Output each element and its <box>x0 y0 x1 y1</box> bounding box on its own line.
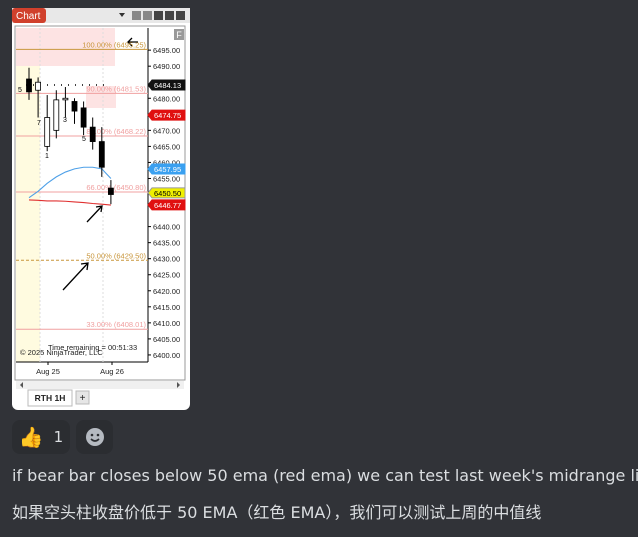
price-tag <box>147 187 186 199</box>
arrow <box>86 205 103 223</box>
title-tab <box>12 8 46 23</box>
dropdown[interactable] <box>119 13 125 17</box>
candle-body <box>26 78 32 93</box>
fib-label: 66.00% (6450.80) <box>86 183 146 192</box>
fib-label: 33.00% (6408.01) <box>86 320 146 329</box>
time-remaining: Time remaining = 00:51:33 <box>48 343 137 352</box>
arrow <box>127 37 138 47</box>
price-tag-label: 6474.75 <box>154 111 181 120</box>
smiley-icon <box>85 428 104 446</box>
y-tick-label: 6415.00 <box>153 303 180 312</box>
y-tick-label: 6400.00 <box>153 351 180 360</box>
y-tick-label: 6410.00 <box>153 319 180 328</box>
price-tag-label: 6446.77 <box>154 201 181 210</box>
price-tag-label: 6450.50 <box>154 189 181 198</box>
y-tick-label: 6495.00 <box>153 46 180 55</box>
f-label: F <box>176 30 182 40</box>
y-tick-label: 6460.00 <box>153 158 180 167</box>
price-tag-label: 6457.95 <box>154 165 181 174</box>
y-tick-label: 6405.00 <box>153 335 180 344</box>
scroll-right[interactable] <box>177 382 180 388</box>
bar-label: 5 <box>18 87 22 94</box>
session-shade <box>16 28 40 362</box>
reaction-emoji: 👍 <box>18 425 44 449</box>
win-btn[interactable] <box>154 11 163 20</box>
win-btn[interactable] <box>176 11 185 20</box>
price-tag <box>147 199 186 211</box>
fib-label: 90.00% (6481.53) <box>86 84 146 93</box>
y-tick-label: 6435.00 <box>153 239 180 248</box>
y-tick-label: 6490.00 <box>153 62 180 71</box>
y-tick-label: 6480.00 <box>153 94 180 103</box>
y-tick-label: 6440.00 <box>153 223 180 232</box>
add-reaction[interactable] <box>76 420 113 454</box>
scrollbar[interactable] <box>16 381 184 389</box>
reaction-count: 1 <box>53 428 64 446</box>
win-btn[interactable] <box>165 11 174 20</box>
y-tick-label: 6430.00 <box>153 255 180 264</box>
price-tag <box>147 109 186 121</box>
price-tag <box>147 79 186 91</box>
bar-label: 7 <box>37 120 41 127</box>
y-tick-label: 6465.00 <box>153 142 180 151</box>
reaction[interactable]: 👍 1 <box>12 420 70 454</box>
fib-label: 50.00% (6429.50) <box>86 251 146 260</box>
y-tick-label: 6470.00 <box>153 126 180 135</box>
window-title: Chart <box>16 11 41 22</box>
chart-card: Chart F © 2025 NinjaTrader, LLC Time rem… <box>12 8 190 410</box>
candle-body <box>71 101 78 112</box>
candle-body <box>80 107 87 128</box>
bar-label: 5 <box>82 136 86 143</box>
x-tick-label: Aug 26 <box>100 367 124 376</box>
candle-body <box>62 97 69 101</box>
win-btn[interactable] <box>132 11 141 20</box>
candle-body <box>89 126 96 142</box>
tab[interactable] <box>27 389 73 407</box>
fib-label: 80.00% (6468.22) <box>86 127 146 136</box>
candle-body <box>53 99 60 131</box>
fib-label: 100.00% (6495.25) <box>82 40 146 49</box>
price-tag-label: 6484.13 <box>154 81 181 90</box>
price-tag <box>147 163 186 175</box>
bar-label: 1 <box>45 153 49 160</box>
ema-line <box>28 199 111 206</box>
y-tick-label: 6425.00 <box>153 271 180 280</box>
zone <box>16 28 115 66</box>
arrow <box>62 262 89 291</box>
tab-label: RTH 1H <box>35 393 66 403</box>
copyright: © 2025 NinjaTrader, LLC <box>20 348 103 357</box>
scroll-left[interactable] <box>20 382 23 388</box>
zone <box>86 86 116 108</box>
candle-body <box>98 141 105 168</box>
message-line: if bear bar closes below 50 ema (red ema… <box>12 466 638 485</box>
message-line: 如果空头柱收盘价低于 50 EMA（红色 EMA），我们可以测试上周的中值线 <box>12 503 542 522</box>
y-tick-label: 6420.00 <box>153 287 180 296</box>
ema-line <box>28 166 112 199</box>
add-tab[interactable] <box>75 390 90 405</box>
win-btn[interactable] <box>143 11 152 20</box>
f-button[interactable] <box>174 29 184 40</box>
candle-body <box>108 187 114 195</box>
add-tab-label: + <box>80 393 86 404</box>
candle-body <box>44 117 51 147</box>
bar-label: 3 <box>63 117 67 124</box>
x-tick-label: Aug 25 <box>36 367 60 376</box>
candle-body <box>35 81 41 91</box>
y-tick-label: 6455.00 <box>153 174 180 183</box>
